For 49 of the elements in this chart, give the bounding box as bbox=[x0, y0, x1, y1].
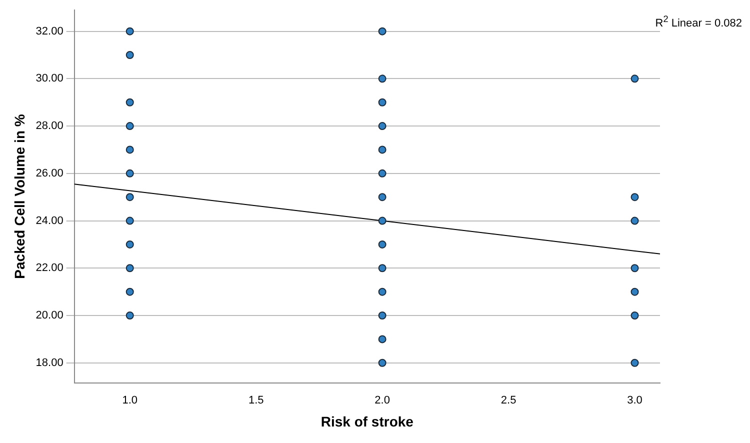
point bbox=[378, 74, 386, 83]
point bbox=[126, 312, 134, 320]
point bbox=[378, 288, 386, 296]
y-tick-label: 24.00 bbox=[36, 214, 64, 227]
point bbox=[126, 193, 134, 202]
x-tick-label: 3.0 bbox=[627, 394, 642, 407]
point bbox=[630, 264, 639, 272]
point bbox=[126, 216, 134, 225]
point bbox=[126, 98, 134, 106]
point bbox=[126, 264, 134, 272]
point bbox=[126, 50, 134, 59]
y-tick-label: 20.00 bbox=[36, 310, 64, 322]
point bbox=[378, 264, 386, 272]
point bbox=[378, 193, 386, 202]
point bbox=[630, 288, 639, 296]
point bbox=[630, 74, 639, 83]
point bbox=[630, 193, 639, 202]
point bbox=[378, 312, 386, 320]
point bbox=[378, 335, 386, 344]
point bbox=[378, 358, 386, 367]
point bbox=[378, 98, 386, 106]
point bbox=[378, 169, 386, 178]
y-tick-label: 18.00 bbox=[36, 356, 64, 369]
x-tick-label: 2.5 bbox=[500, 394, 516, 407]
x-axis-title: Risk of stroke bbox=[320, 413, 414, 430]
point bbox=[126, 240, 134, 248]
point bbox=[630, 216, 639, 225]
y-tick-label: 22.00 bbox=[36, 262, 64, 274]
point bbox=[126, 288, 134, 296]
point bbox=[126, 146, 134, 154]
x-tick-label: 1.5 bbox=[248, 394, 264, 407]
annotation: R$^{2}$ Linear = 0.082 bbox=[655, 14, 742, 30]
y-tick-label: 32.00 bbox=[36, 25, 64, 38]
point bbox=[378, 240, 386, 248]
y-tick-label: 30.00 bbox=[36, 72, 64, 85]
point bbox=[630, 312, 639, 320]
point bbox=[630, 358, 639, 367]
point bbox=[126, 122, 134, 130]
y-tick-label: 26.00 bbox=[36, 167, 64, 180]
point bbox=[378, 146, 386, 154]
x-tick-label: 2.0 bbox=[374, 394, 390, 407]
point bbox=[378, 216, 386, 225]
point bbox=[378, 27, 386, 36]
point bbox=[126, 169, 134, 178]
y-tick-label: 28.00 bbox=[36, 120, 64, 132]
point bbox=[126, 27, 134, 36]
x-tick-label: 1.0 bbox=[122, 394, 138, 407]
y-axis-title: Packed Cell Volume in % bbox=[11, 114, 28, 279]
point bbox=[378, 122, 386, 130]
